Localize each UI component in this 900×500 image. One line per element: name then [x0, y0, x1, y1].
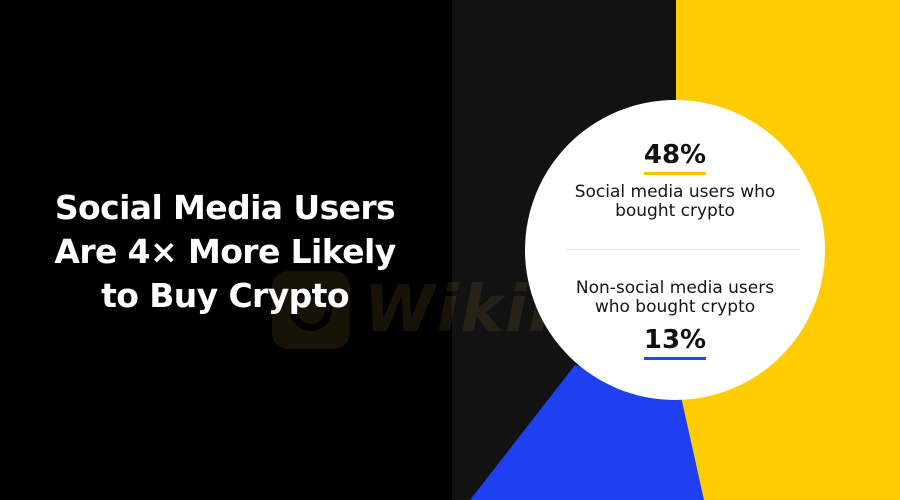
stat-social-value: 48% — [643, 140, 707, 175]
headline-line-3: to Buy Crypto — [101, 276, 349, 315]
stat-social-label-line-1: Social media users who — [574, 182, 776, 202]
headline-line-1: Social Media Users — [54, 188, 396, 227]
background-blue-wedge — [470, 365, 704, 500]
stat-non-social-label-line-1: Non-social media users — [575, 278, 775, 298]
stat-non-social-media-users: Non-social media users who bought crypto… — [525, 279, 825, 360]
stat-non-social-label: Non-social media users who bought crypto — [525, 279, 825, 317]
stats-circle: 48% Social media users who bought crypto… — [525, 100, 825, 400]
headline: Social Media Users Are 4× More Likely to… — [20, 186, 430, 318]
stat-social-media-users: 48% Social media users who bought crypto — [525, 140, 825, 221]
stat-non-social-label-line-2: who bought crypto — [594, 297, 756, 317]
stat-social-label-line-2: bought crypto — [615, 201, 735, 221]
stat-social-label: Social media users who bought crypto — [525, 183, 825, 221]
stat-non-social-value: 13% — [643, 325, 707, 360]
stats-divider — [565, 249, 800, 250]
headline-line-2: Are 4× More Likely — [54, 232, 396, 271]
